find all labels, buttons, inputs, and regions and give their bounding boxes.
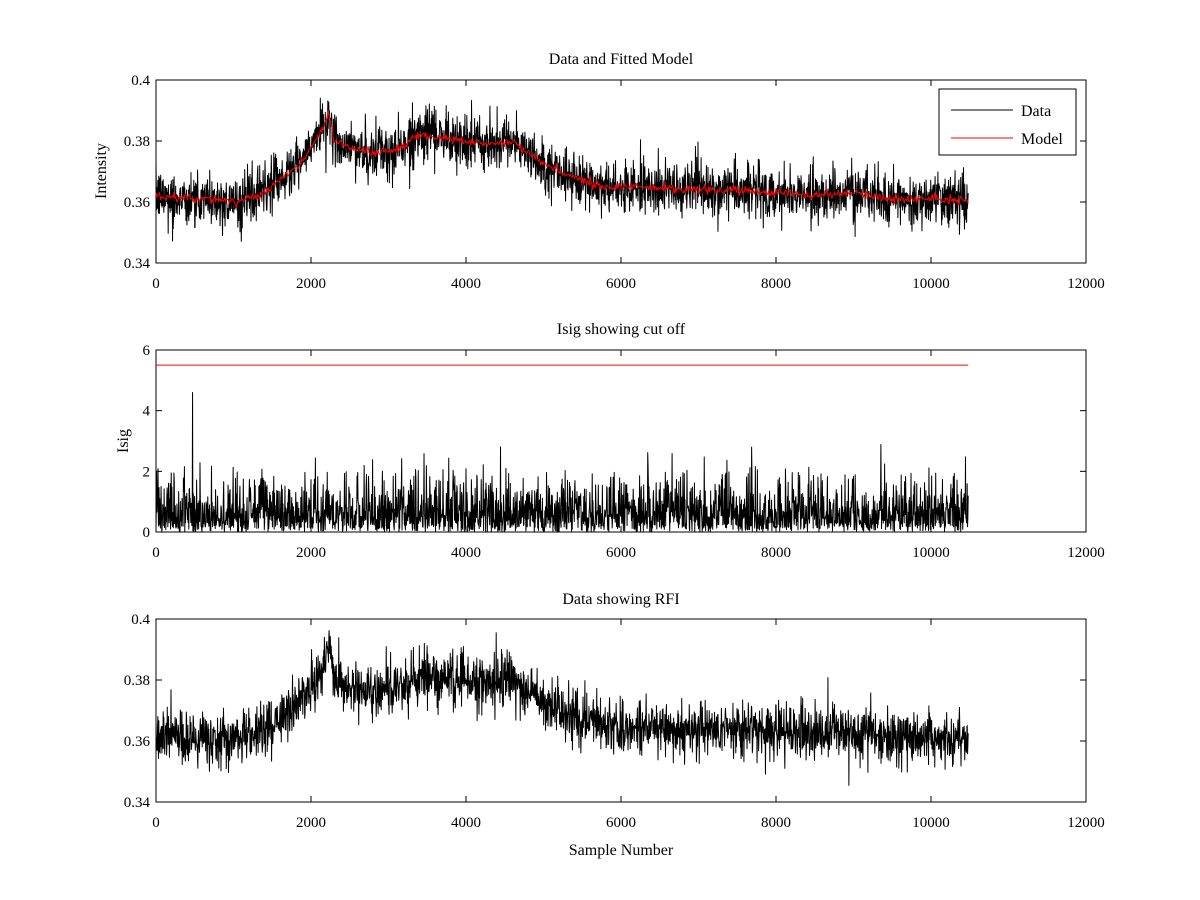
series-line-series-0 xyxy=(155,391,969,533)
x-tick-label: 10000 xyxy=(912,815,950,831)
x-axis-label: Sample Number xyxy=(569,842,674,859)
x-tick-label: 8000 xyxy=(761,815,791,831)
tick-layer: 0 2000 4000 6000 8000 10000 12000 0.34 0.36 0.38 0… xyxy=(124,73,1105,292)
y-tick-label: 0.34 xyxy=(124,795,151,811)
x-tick-label: 6000 xyxy=(606,276,636,292)
x-tick-label: 8000 xyxy=(761,545,791,561)
y-tick-label: 0.4 xyxy=(131,73,150,89)
legend-label-model: Model xyxy=(1021,131,1063,148)
x-tick-label: 0 xyxy=(152,276,160,292)
y-tick-label: 0.4 xyxy=(131,612,150,628)
x-tick-label: 2000 xyxy=(296,545,326,561)
x-tick-label: 10000 xyxy=(912,276,950,292)
x-tick-label: 2000 xyxy=(296,276,326,292)
x-tick-label: 12000 xyxy=(1067,276,1105,292)
x-tick-label: 8000 xyxy=(761,276,791,292)
y-axis-label: Isig xyxy=(115,429,132,453)
series-line-series-0 xyxy=(155,630,969,786)
series-line-model xyxy=(155,110,969,209)
y-tick-label: 0 xyxy=(143,525,151,541)
y-tick-label: 0.38 xyxy=(124,673,150,689)
series-layer xyxy=(155,630,969,786)
series-layer xyxy=(155,97,969,242)
x-tick-label: 4000 xyxy=(451,815,481,831)
legend-label-data: Data xyxy=(1021,103,1051,120)
x-tick-label: 0 xyxy=(152,545,160,561)
y-tick-label: 0.36 xyxy=(124,734,151,750)
y-tick-label: 4 xyxy=(143,404,151,420)
y-tick-label: 6 xyxy=(143,343,151,359)
series-layer xyxy=(155,364,969,533)
x-tick-label: 4000 xyxy=(451,545,481,561)
panel-data-showing-rfi: Data showing RFI Sample Number 0 2000 4000… xyxy=(124,591,1105,859)
legend-box xyxy=(938,88,1077,156)
axes-frame xyxy=(155,79,1087,264)
y-tick-label: 0.38 xyxy=(124,134,150,150)
x-tick-label: 6000 xyxy=(606,815,636,831)
panel-isig-cutoff: Isig showing cut off Isig 0 2000 4000 6000 8… xyxy=(115,321,1105,561)
x-tick-label: 6000 xyxy=(606,545,636,561)
legend: Data Model xyxy=(938,88,1077,156)
y-axis-label: Intensity xyxy=(93,143,110,199)
series-line-data xyxy=(155,97,969,242)
tick-layer: 0 2000 4000 6000 8000 10000 12000 0 2 4 6 xyxy=(143,343,1105,561)
tick-layer: 0 2000 4000 6000 8000 10000 12000 0.34 0.36 0.38 0… xyxy=(124,612,1105,831)
x-tick-label: 2000 xyxy=(296,815,326,831)
chart-title: Data and Fitted Model xyxy=(549,51,694,68)
x-tick-label: 12000 xyxy=(1067,815,1105,831)
chart-title: Isig showing cut off xyxy=(557,321,686,338)
y-tick-label: 0.36 xyxy=(124,195,151,211)
x-tick-label: 4000 xyxy=(451,276,481,292)
panel-data-fitted-model: Data and Fitted Model Intensity 0 2000 400… xyxy=(93,51,1105,292)
x-tick-label: 12000 xyxy=(1067,545,1105,561)
y-tick-label: 0.34 xyxy=(124,256,151,272)
x-tick-label: 0 xyxy=(152,815,160,831)
x-tick-label: 10000 xyxy=(912,545,950,561)
chart-title: Data showing RFI xyxy=(562,591,679,608)
y-tick-label: 2 xyxy=(143,464,151,480)
